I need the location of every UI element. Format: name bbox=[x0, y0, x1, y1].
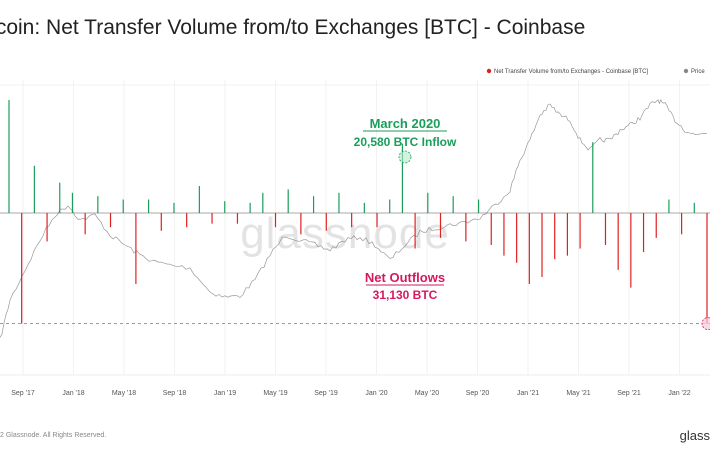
legend-label-1: Price bbox=[691, 69, 705, 75]
chart-title: tcoin: Net Transfer Volume from/to Excha… bbox=[0, 16, 586, 39]
net-transfer-bars bbox=[8, 100, 708, 324]
x-tick-label: Sep '20 bbox=[466, 390, 490, 397]
x-tick-label: May '19 bbox=[263, 390, 287, 397]
x-tick-label: Sep '19 bbox=[314, 390, 338, 397]
annotation-march-2020-marker bbox=[398, 150, 412, 164]
annotation-net-outflows-value: 31,130 BTC bbox=[373, 288, 438, 302]
x-tick-label: Sep '18 bbox=[163, 390, 187, 397]
legend-swatch-1 bbox=[683, 68, 689, 74]
annotation-net-outflows-marker bbox=[701, 317, 710, 330]
x-tick-label: May '18 bbox=[112, 390, 136, 397]
x-tick-label: May '20 bbox=[415, 390, 439, 397]
brand-logo-text: glass bbox=[679, 428, 710, 443]
x-tick-label: Jan '19 bbox=[214, 390, 236, 397]
x-tick-label: Jan '22 bbox=[668, 390, 690, 397]
x-tick-label: Jan '18 bbox=[62, 390, 84, 397]
x-tick-label: Sep '21 bbox=[617, 390, 641, 397]
x-tick-label: Jan '21 bbox=[517, 390, 539, 397]
x-axis: Sep '17 Jan '18 May '18 Sep '18 Jan '19 May '… bbox=[11, 390, 691, 397]
legend-label-0: Net Transfer Volume from/to Exchanges - … bbox=[494, 69, 648, 75]
annotations: March 2020 20,580 BTC Inflow Net Outflows 3… bbox=[0, 116, 710, 330]
annotation-net-outflows-title: Net Outflows bbox=[365, 270, 445, 285]
x-tick-label: May '21 bbox=[566, 390, 590, 397]
copyright-text: 2 Glassnode. All Rights Reserved. bbox=[0, 432, 107, 439]
legend-swatch-0 bbox=[486, 68, 492, 74]
x-tick-label: Sep '17 bbox=[11, 390, 35, 397]
price-line bbox=[0, 99, 708, 338]
price-series bbox=[0, 99, 708, 338]
x-tick-label: Jan '20 bbox=[365, 390, 387, 397]
annotation-march-2020-title: March 2020 bbox=[370, 116, 441, 131]
annotation-march-2020-value: 20,580 BTC Inflow bbox=[354, 135, 457, 149]
legend: Net Transfer Volume from/to Exchanges - … bbox=[486, 68, 705, 75]
